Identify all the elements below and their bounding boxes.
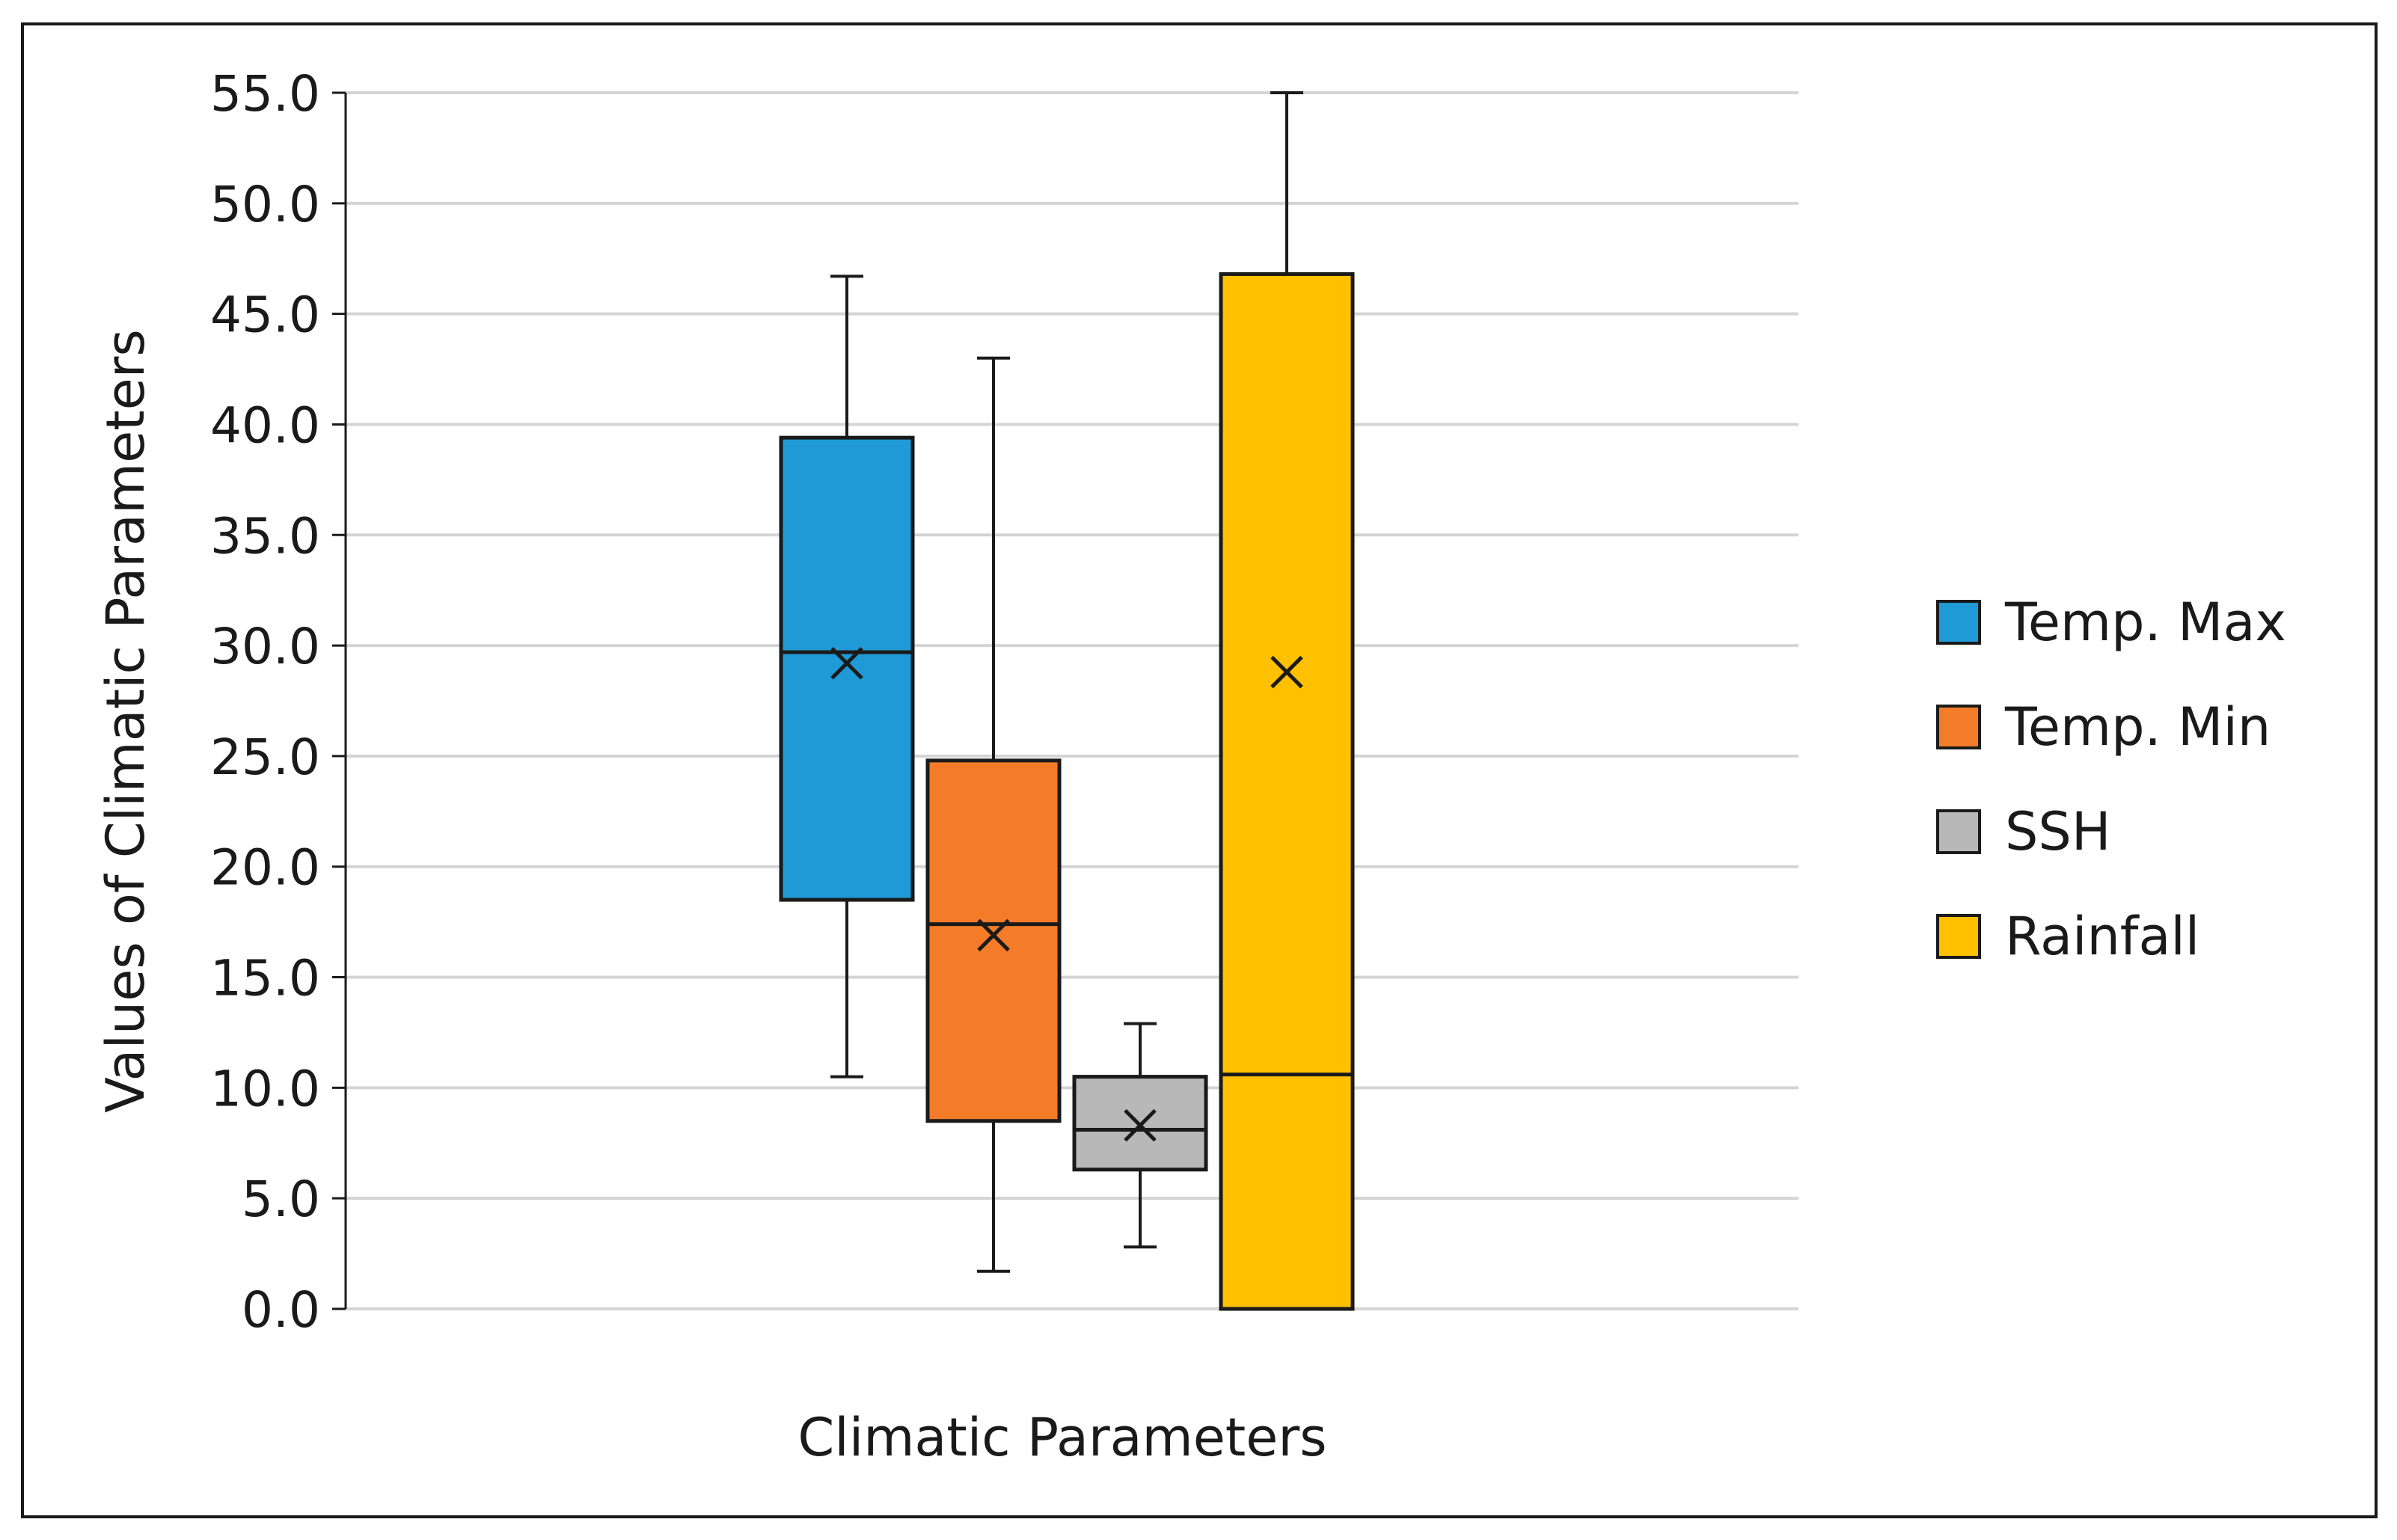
box-ssh <box>1072 1022 1208 1249</box>
y-axis-title: Values of Climatic Parameters <box>95 329 156 1113</box>
y-tick-label: 25.0 <box>210 728 320 786</box>
box-iqr <box>925 758 1062 1123</box>
box-temp-max <box>779 274 915 1079</box>
legend-swatch <box>1936 705 1981 749</box>
legend-item-temp-max: Temp. Max <box>1936 592 2286 653</box>
boxes <box>779 91 1355 1311</box>
box-plot-chart: 0.0 5.0 10.0 15.0 20.0 25.0 30.0 35.0 40.0 45.0 50… <box>95 65 2286 1468</box>
box-temp-min <box>925 356 1062 1273</box>
mean-marker <box>1270 655 1303 689</box>
chart-frame: 0.0 5.0 10.0 15.0 20.0 25.0 30.0 35.0 40.0 45.0 50… <box>21 22 2378 1518</box>
legend-item-temp-min: Temp. Min <box>1936 696 2271 758</box>
legend-item-rainfall: Rainfall <box>1936 906 2199 967</box>
box-iqr <box>1219 272 1355 1311</box>
mean-marker <box>977 918 1010 952</box>
y-tick-label: 10.0 <box>210 1060 320 1117</box>
legend-swatch <box>1936 600 1981 645</box>
legend-label: Temp. Min <box>2004 696 2271 758</box>
y-tick-label: 0.0 <box>242 1281 320 1339</box>
y-tick-label: 35.0 <box>210 507 320 565</box>
y-tick-label: 55.0 <box>210 65 320 123</box>
y-tick-label: 30.0 <box>210 618 320 675</box>
y-tick-label: 5.0 <box>242 1171 320 1228</box>
legend-item-ssh: SSH <box>1936 801 2111 862</box>
y-tick-label: 15.0 <box>210 950 320 1007</box>
legend-swatch <box>1936 914 1981 959</box>
y-tick-label: 40.0 <box>210 396 320 454</box>
legend: Temp. Max Temp. Min SSH Rainfall <box>1936 592 2286 967</box>
y-axis: 0.0 5.0 10.0 15.0 20.0 25.0 30.0 35.0 40.0 45.0 50… <box>210 65 347 1339</box>
box-iqr <box>779 435 915 902</box>
box-rainfall <box>1219 91 1355 1311</box>
legend-label: Rainfall <box>2005 906 2199 967</box>
y-tick-label: 50.0 <box>210 176 320 233</box>
y-tick-label: 20.0 <box>210 839 320 897</box>
legend-label: SSH <box>2005 801 2111 862</box>
gridlines <box>346 91 1798 1310</box>
x-axis-title: Climatic Parameters <box>798 1407 1326 1468</box>
mean-marker <box>830 646 863 680</box>
legend-label: Temp. Max <box>2004 592 2286 653</box>
legend-swatch <box>1936 809 1981 854</box>
y-tick-label: 45.0 <box>210 286 320 344</box>
mean-marker <box>1124 1108 1157 1142</box>
